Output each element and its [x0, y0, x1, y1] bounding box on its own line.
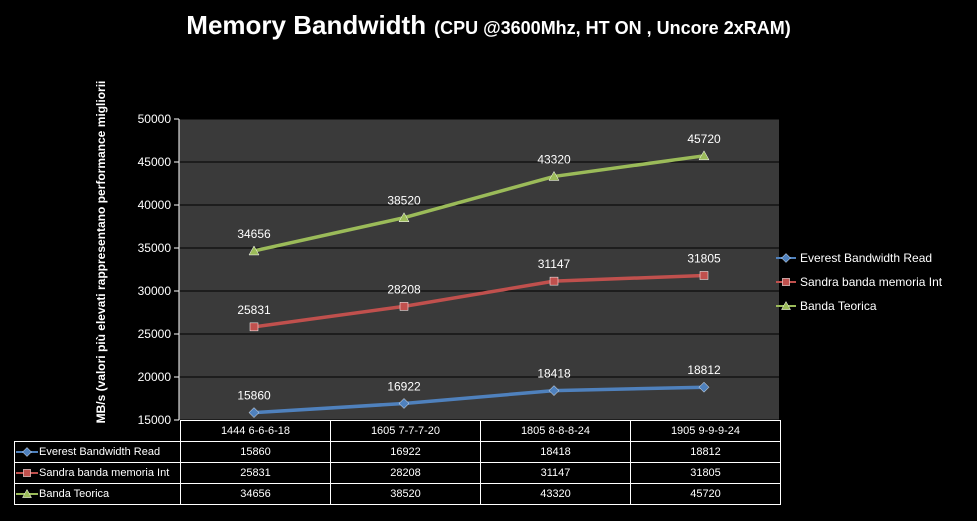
data-point-0-1 [398, 398, 410, 409]
data-label-1-0: 25831 [237, 303, 271, 317]
triangle-marker-icon [22, 489, 32, 498]
table-cell: 18812 [630, 441, 781, 463]
table-cell: 25831 [180, 462, 331, 484]
y-tick-label: 40000 [138, 198, 172, 212]
table-row-header: Everest Bandwidth Read [14, 441, 181, 463]
y-tick-label: 30000 [138, 284, 172, 298]
data-point-0-2 [548, 385, 560, 396]
legend-symbol-icon [776, 278, 796, 286]
y-tick-label: 35000 [138, 241, 172, 255]
table-cell: 31147 [480, 462, 631, 484]
y-tick-label: 15000 [138, 413, 172, 427]
table-row-header: Sandra banda memoria Int [14, 462, 181, 484]
table-row: Banda Teorica 34656 38520 43320 45720 [14, 483, 781, 505]
table-cell: 15860 [180, 441, 331, 463]
legend-symbol-icon [16, 489, 38, 498]
chart-title: Memory Bandwidth (CPU @3600Mhz, HT ON , U… [0, 10, 977, 41]
data-point-2-3 [698, 150, 710, 161]
legend: Everest Bandwidth Read Sandra banda memor… [776, 246, 942, 318]
y-tick-label: 20000 [138, 370, 172, 384]
data-point-1-2 [549, 276, 559, 286]
table-cell: 38520 [330, 483, 481, 505]
table-cell: 43320 [480, 483, 631, 505]
legend-label: Banda Teorica [800, 299, 877, 313]
data-label-1-1: 28208 [387, 282, 421, 296]
table-cell: 16922 [330, 441, 481, 463]
data-point-1-3 [699, 271, 709, 280]
table-row: Sandra banda memoria Int 25831 28208 31147 3… [14, 462, 781, 484]
data-point-0-0 [248, 407, 260, 418]
data-label-0-3: 18812 [687, 363, 721, 377]
table-cell: 28208 [330, 462, 481, 484]
series-name: Everest Bandwidth Read [39, 445, 161, 458]
data-table: 1444 6-6-6-18 1605 7-7-7-20 1805 8-8-8-24 1… [14, 420, 781, 505]
table-row-header: Banda Teorica [14, 483, 181, 505]
diamond-marker-icon [781, 253, 791, 263]
data-point-2-0 [248, 245, 260, 256]
data-label-2-0: 34656 [237, 227, 271, 241]
legend-label: Everest Bandwidth Read [800, 251, 933, 265]
series-line-1 [253, 273, 705, 329]
data-point-0-3 [698, 381, 710, 393]
data-label-2-1: 38520 [387, 194, 421, 208]
table-row: Everest Bandwidth Read 15860 16922 18418 188… [14, 441, 781, 463]
series-name: Sandra banda memoria Int [39, 466, 170, 479]
data-point-2-2 [548, 170, 560, 181]
series-name: Banda Teorica [39, 487, 110, 500]
plot-area [179, 119, 779, 420]
data-label-0-0: 15860 [237, 389, 271, 403]
y-tick-label: 25000 [138, 327, 172, 341]
legend-item: Sandra banda memoria Int [776, 270, 942, 294]
table-corner [15, 421, 181, 442]
table-cell: 18418 [480, 441, 631, 463]
table-cell: 45720 [630, 483, 781, 505]
legend-symbol-icon [776, 253, 796, 263]
series-line-2 [253, 154, 705, 253]
data-label-2-3: 45720 [687, 132, 721, 146]
data-label-1-3: 31805 [687, 251, 721, 265]
data-label-1-2: 31147 [538, 257, 571, 271]
square-marker-icon [23, 469, 31, 477]
chart-title-sub: (CPU @3600Mhz, HT ON , Uncore 2xRAM) [434, 18, 791, 38]
y-tick-label: 50000 [138, 112, 172, 126]
legend-symbol-icon [16, 447, 38, 457]
legend-symbol-icon [776, 300, 796, 310]
table-cell: 34656 [180, 483, 331, 505]
x-category-label: 1605 7-7-7-20 [330, 420, 481, 442]
square-marker-icon [782, 278, 790, 286]
triangle-marker-icon [781, 300, 791, 310]
data-label-2-2: 43320 [537, 152, 571, 166]
data-label-0-1: 16922 [387, 379, 421, 393]
legend-item: Banda Teorica [776, 294, 942, 318]
legend-item: Everest Bandwidth Read [776, 246, 942, 270]
data-label-0-2: 18418 [537, 367, 571, 381]
legend-label: Sandra banda memoria Int [800, 275, 943, 289]
data-point-1-0 [249, 322, 259, 332]
diamond-marker-icon [22, 447, 32, 457]
legend-symbol-icon [16, 469, 38, 477]
x-category-label: 1905 9-9-9-24 [630, 420, 781, 442]
y-tick-label: 45000 [138, 155, 172, 169]
x-category-label: 1805 8-8-8-24 [480, 420, 631, 442]
table-cell: 31805 [630, 462, 781, 484]
data-point-1-1 [399, 302, 409, 311]
x-category-label: 1444 6-6-6-18 [180, 420, 331, 442]
data-point-2-1 [398, 212, 410, 222]
series-line-0 [253, 385, 705, 415]
chart-title-main: Memory Bandwidth [186, 10, 427, 40]
